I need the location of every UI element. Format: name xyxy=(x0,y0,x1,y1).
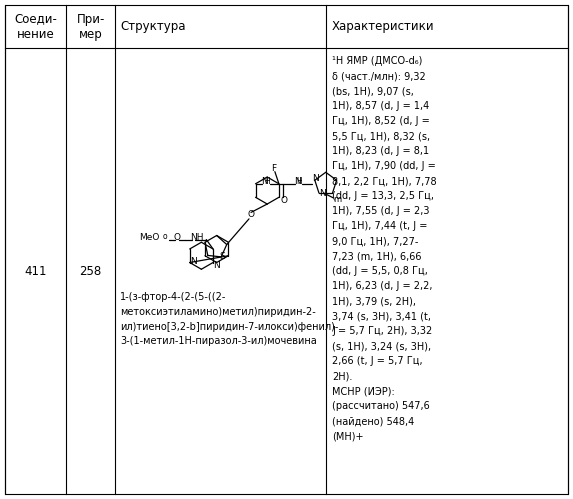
Text: При-
мер: При- мер xyxy=(76,12,105,40)
Text: N: N xyxy=(319,189,326,198)
Text: NH: NH xyxy=(190,233,203,242)
Text: Структура: Структура xyxy=(120,20,186,33)
Text: 1-(з-фтор-4-(2-(5-((2-: 1-(з-фтор-4-(2-(5-((2- xyxy=(120,292,227,302)
Text: N: N xyxy=(312,174,319,183)
Text: 2,66 (t, J = 5,7 Гц,: 2,66 (t, J = 5,7 Гц, xyxy=(332,356,423,366)
Text: O: O xyxy=(248,211,254,220)
Text: N: N xyxy=(190,257,197,266)
Text: Соеди-
нение: Соеди- нение xyxy=(14,12,57,40)
Text: Гц, 1H), 8,52 (d, J =: Гц, 1H), 8,52 (d, J = xyxy=(332,116,430,126)
Text: S: S xyxy=(219,251,225,260)
Text: N: N xyxy=(262,177,268,186)
Text: метоксиэтиламино)метил)пиридин-2-: метоксиэтиламино)метил)пиридин-2- xyxy=(120,307,316,317)
Text: J = 5,7 Гц, 2H), 3,32: J = 5,7 Гц, 2H), 3,32 xyxy=(332,326,433,336)
Text: (рассчитано) 547,6: (рассчитано) 547,6 xyxy=(332,401,430,411)
Text: ¹Н ЯМР (ДМСО-d₆): ¹Н ЯМР (ДМСО-d₆) xyxy=(332,56,423,66)
Text: N: N xyxy=(213,261,220,270)
Text: 8,1, 2,2 Гц, 1H), 7,78: 8,1, 2,2 Гц, 1H), 7,78 xyxy=(332,176,437,186)
Text: 411: 411 xyxy=(24,264,46,277)
Text: H: H xyxy=(297,177,303,186)
Text: ил)тиено[3,2-b]пиридин-7-илокси)фенил)-: ил)тиено[3,2-b]пиридин-7-илокси)фенил)- xyxy=(120,321,339,331)
Text: (найдено) 548,4: (найдено) 548,4 xyxy=(332,416,415,426)
Text: 1H), 3,79 (s, 2H),: 1H), 3,79 (s, 2H), xyxy=(332,296,417,306)
Text: Гц, 1H), 7,90 (dd, J =: Гц, 1H), 7,90 (dd, J = xyxy=(332,161,436,171)
Text: (MH)+: (MH)+ xyxy=(332,431,364,441)
Text: МСНР (ИЭР):: МСНР (ИЭР): xyxy=(332,386,395,396)
Text: 9,0 Гц, 1H), 7,27-: 9,0 Гц, 1H), 7,27- xyxy=(332,236,419,246)
Text: O: O xyxy=(173,233,180,242)
Text: 258: 258 xyxy=(80,264,101,277)
Text: 3,74 (s, 3H), 3,41 (t,: 3,74 (s, 3H), 3,41 (t, xyxy=(332,311,431,321)
Text: F: F xyxy=(272,164,277,173)
Text: Характеристики: Характеристики xyxy=(331,20,434,33)
Text: (s, 1H), 3,24 (s, 3H),: (s, 1H), 3,24 (s, 3H), xyxy=(332,341,431,351)
Text: (dd, J = 13,3, 2,5 Гц,: (dd, J = 13,3, 2,5 Гц, xyxy=(332,191,434,201)
Text: N: N xyxy=(294,177,301,186)
Text: 1H), 8,57 (d, J = 1,4: 1H), 8,57 (d, J = 1,4 xyxy=(332,101,430,111)
Text: δ (част./млн): 9,32: δ (част./млн): 9,32 xyxy=(332,71,426,81)
Text: o: o xyxy=(162,233,167,242)
Text: 1H), 6,23 (d, J = 2,2,: 1H), 6,23 (d, J = 2,2, xyxy=(332,281,433,291)
Text: 7,23 (m, 1H), 6,66: 7,23 (m, 1H), 6,66 xyxy=(332,251,422,261)
Text: (bs, 1H), 9,07 (s,: (bs, 1H), 9,07 (s, xyxy=(332,86,414,96)
Text: (dd, J = 5,5, 0,8 Гц,: (dd, J = 5,5, 0,8 Гц, xyxy=(332,266,429,276)
Text: 1H), 7,55 (d, J = 2,3: 1H), 7,55 (d, J = 2,3 xyxy=(332,206,430,216)
Text: m: m xyxy=(333,195,342,204)
Text: 3-(1-метил-1Н-пиразол-3-ил)мочевина: 3-(1-метил-1Н-пиразол-3-ил)мочевина xyxy=(120,336,317,346)
Text: 1H), 8,23 (d, J = 8,1: 1H), 8,23 (d, J = 8,1 xyxy=(332,146,430,156)
Text: O: O xyxy=(281,196,288,205)
Text: 2H).: 2H). xyxy=(332,371,353,381)
Text: 5,5 Гц, 1H), 8,32 (s,: 5,5 Гц, 1H), 8,32 (s, xyxy=(332,131,430,141)
Text: Гц, 1H), 7,44 (t, J =: Гц, 1H), 7,44 (t, J = xyxy=(332,221,428,231)
Text: H: H xyxy=(264,177,270,186)
Text: MeO: MeO xyxy=(139,233,160,242)
